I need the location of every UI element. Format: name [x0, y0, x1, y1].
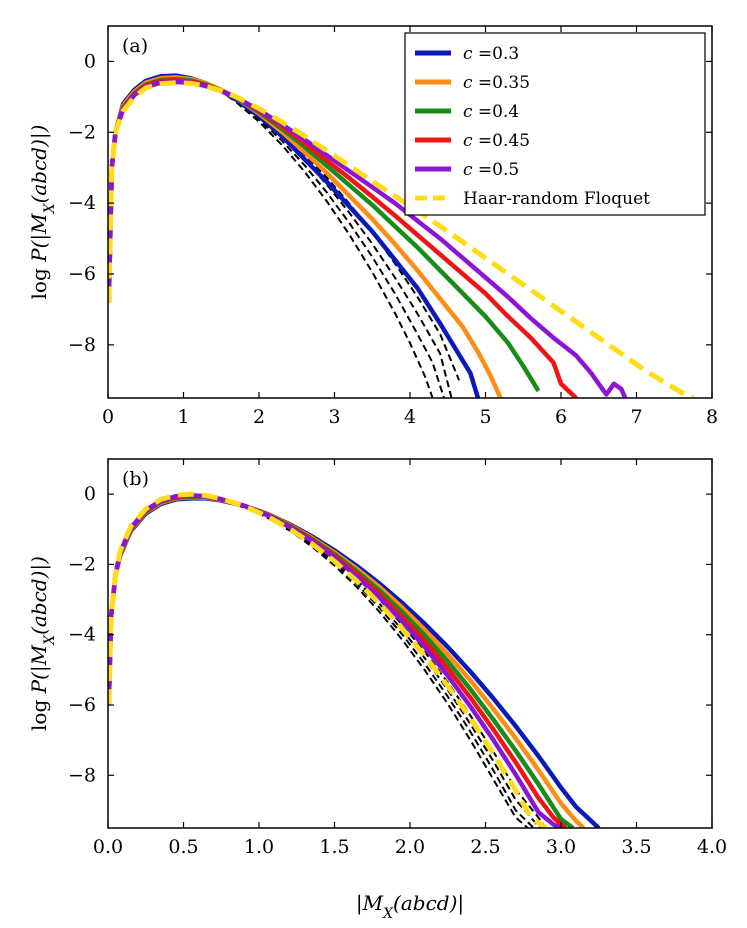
- panel-label: (b): [122, 468, 149, 490]
- legend-label: c =0.35: [463, 73, 530, 93]
- series-line-haar-random-floquet: [108, 80, 695, 398]
- y-axis-label: log P(|MX(abcd)|): [27, 556, 58, 731]
- legend-label: c =0.5: [463, 160, 519, 180]
- y-tick-label: −6: [68, 263, 96, 285]
- x-tick-label: 0: [102, 406, 114, 428]
- panel-b: 0.0 0.5 1.0 1.5 2.0 2.5 3.0 3.5 4.0 0 −2 −4 −6 −8 (b) l…: [27, 458, 727, 922]
- legend-label: Haar-random Floquet: [463, 189, 650, 209]
- x-tick-label: 1: [177, 406, 189, 428]
- y-tick-label: −4: [68, 192, 96, 214]
- y-tick-label: −6: [68, 694, 96, 716]
- panel-a: 0 1 2 3 4 5 6 7 8 0 −2 −4 −6 −8 (a) log P(|MX(abcd)|) c …: [27, 25, 718, 428]
- panel-label: (a): [122, 35, 148, 57]
- legend-label: c =0.45: [463, 131, 530, 151]
- x-tick-label: 3: [328, 406, 340, 428]
- y-tick-label: −4: [68, 624, 96, 646]
- series-line-haar-random-floquet: [108, 491, 548, 828]
- y-tick-label: 0: [84, 483, 96, 505]
- legend-box: [404, 32, 706, 216]
- x-tick-label: 0.0: [93, 836, 123, 858]
- x-tick-label: 4: [404, 406, 416, 428]
- series-line-c-0-5: [108, 492, 562, 828]
- y-tick-label: −2: [68, 553, 96, 575]
- plot-area: [108, 491, 601, 828]
- x-axis-label: |MX(abcd)|: [356, 891, 464, 922]
- x-tick-label: 3.0: [546, 836, 576, 858]
- x-tick-label: 7: [630, 406, 642, 428]
- legend-label: c =0.3: [463, 44, 519, 64]
- y-tick-label: −8: [68, 334, 96, 356]
- x-tick-label: 1.5: [319, 836, 349, 858]
- series-line-c-0-35: [108, 495, 586, 828]
- gaussian-reference-line: [108, 76, 453, 398]
- y-tick-label: 0: [84, 50, 96, 72]
- x-tick-label: 0.5: [168, 836, 198, 858]
- x-tick-label: 4.0: [697, 836, 727, 858]
- y-tick-label: −2: [68, 121, 96, 143]
- plot-area: [108, 73, 695, 398]
- y-axis-label: log P(|MX(abcd)|): [27, 125, 58, 300]
- legend: c =0.3 c =0.35 c =0.4 c =0.45 c =0.5 Haar-ran…: [404, 32, 706, 216]
- x-tick-label: 2: [253, 406, 265, 428]
- x-tick-label: 5: [479, 406, 491, 428]
- x-tick-label: 2.5: [470, 836, 500, 858]
- y-tick-label: −8: [68, 764, 96, 786]
- x-tick-label: 2.0: [395, 836, 425, 858]
- x-tick-label: 1.0: [244, 836, 274, 858]
- x-tick-label: 3.5: [621, 836, 651, 858]
- x-tick-label: 8: [706, 406, 718, 428]
- x-tick-label: 6: [555, 406, 567, 428]
- legend-label: c =0.4: [463, 102, 519, 122]
